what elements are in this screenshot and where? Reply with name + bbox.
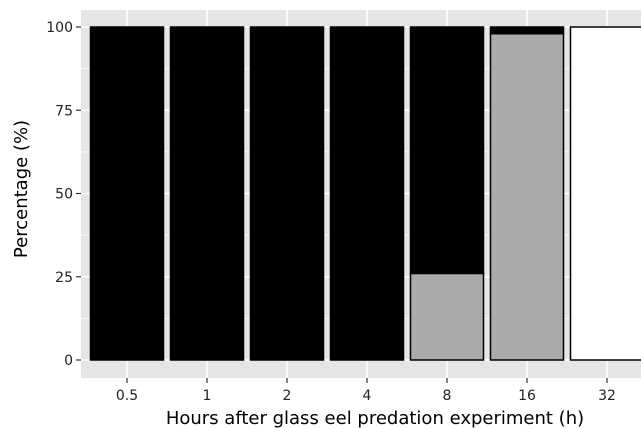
y-tick-label: 50 <box>55 187 73 203</box>
x-axis: 0.5 1 2 4 8 16 32 <box>116 378 616 404</box>
bar-segment <box>409 272 485 361</box>
bar-segment <box>169 26 245 361</box>
bar-segment <box>329 26 405 361</box>
bar-segment <box>249 26 325 361</box>
y-axis: 0 25 50 75 100 <box>46 20 81 369</box>
bar-segment <box>489 32 565 361</box>
bar-segment <box>489 26 565 35</box>
y-tick-label: 100 <box>46 20 73 36</box>
bars <box>89 26 641 361</box>
x-tick-label: 1 <box>203 388 212 404</box>
x-tick-label: 32 <box>598 388 616 404</box>
bar-segment <box>89 26 165 361</box>
x-tick-label: 4 <box>363 388 372 404</box>
x-tick-label: 8 <box>443 388 452 404</box>
bar-segment <box>409 26 485 275</box>
x-tick-label: 16 <box>518 388 536 404</box>
y-axis-title: Percentage (%) <box>11 120 32 258</box>
y-tick-label: 25 <box>55 270 73 286</box>
x-tick-label: 2 <box>283 388 292 404</box>
y-tick-label: 0 <box>64 353 73 369</box>
x-tick-label: 0.5 <box>116 388 138 404</box>
bar-segment <box>569 26 641 361</box>
y-tick-label: 75 <box>55 103 73 119</box>
x-axis-title: Hours after glass eel predation experime… <box>166 408 584 428</box>
